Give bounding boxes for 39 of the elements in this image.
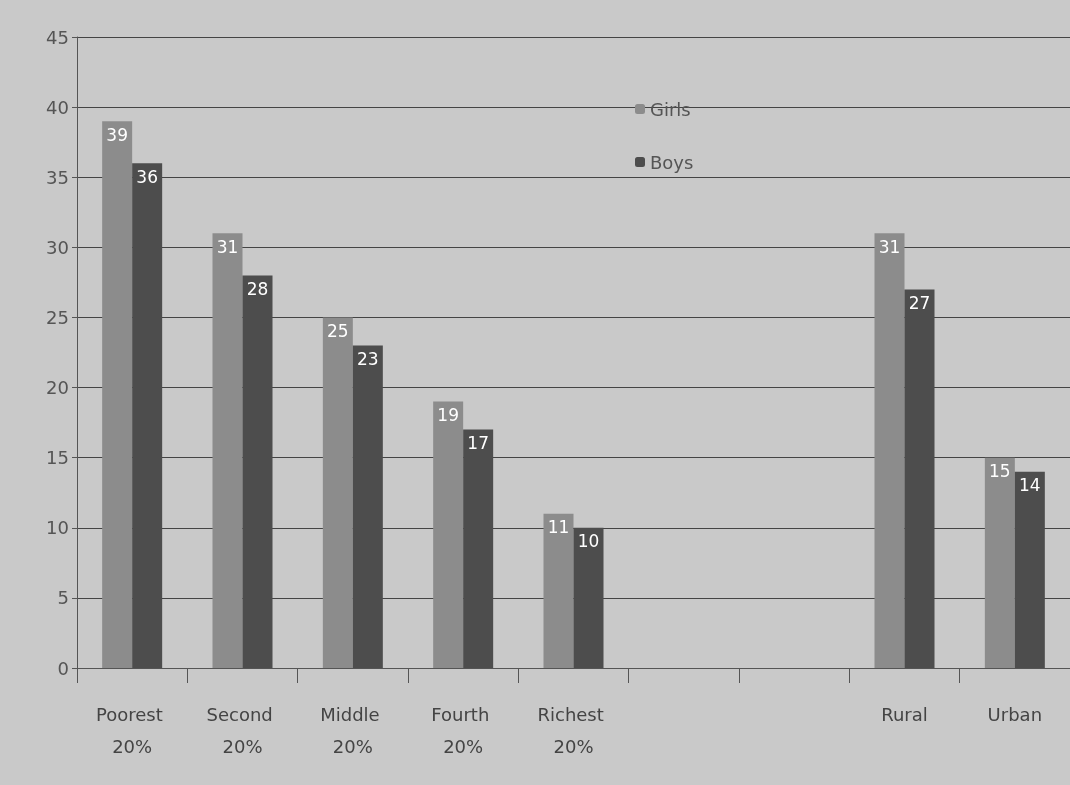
data-label: 23 bbox=[357, 348, 379, 369]
data-label: 31 bbox=[216, 236, 239, 257]
y-tick-label: 15 bbox=[46, 447, 69, 469]
data-label: 39 bbox=[106, 124, 128, 145]
y-tick-label: 0 bbox=[57, 657, 69, 679]
bar bbox=[874, 233, 905, 668]
y-tick-label: 45 bbox=[46, 26, 69, 48]
data-label: 31 bbox=[878, 236, 901, 257]
x-tick-label: Second 20% bbox=[206, 703, 279, 757]
bar bbox=[984, 457, 1015, 668]
x-tick-label: Rural bbox=[881, 703, 928, 725]
x-tick-label: Poorest 20% bbox=[95, 703, 169, 757]
data-label: 25 bbox=[327, 320, 349, 341]
bar bbox=[543, 513, 574, 668]
x-tick-label: Fourth 20% bbox=[431, 703, 496, 757]
data-label: 28 bbox=[246, 278, 269, 299]
y-tick-label: 20 bbox=[46, 377, 69, 399]
data-label: 14 bbox=[1019, 475, 1041, 496]
bar bbox=[102, 121, 133, 668]
x-tick-label: Middle 20% bbox=[320, 703, 386, 757]
bar bbox=[433, 401, 464, 668]
data-label: 17 bbox=[467, 433, 489, 454]
y-tick-label: 40 bbox=[46, 96, 69, 118]
y-tick-label: 25 bbox=[46, 306, 69, 328]
legend-label: Boys bbox=[650, 151, 694, 173]
x-tick-label: Urban bbox=[987, 703, 1043, 725]
data-label: 15 bbox=[989, 461, 1011, 482]
bar bbox=[212, 233, 243, 668]
y-tick-label: 5 bbox=[57, 587, 69, 609]
bar bbox=[322, 317, 353, 668]
data-label: 36 bbox=[136, 166, 158, 187]
data-label: 11 bbox=[547, 517, 570, 538]
y-tick-label: 30 bbox=[46, 236, 69, 258]
x-tick-label: Richest 20% bbox=[537, 703, 610, 757]
y-tick-label: 35 bbox=[46, 166, 69, 188]
data-label: 27 bbox=[908, 292, 931, 313]
data-label: 10 bbox=[577, 531, 600, 552]
data-label: 19 bbox=[437, 405, 459, 426]
y-tick-label: 10 bbox=[46, 517, 69, 539]
